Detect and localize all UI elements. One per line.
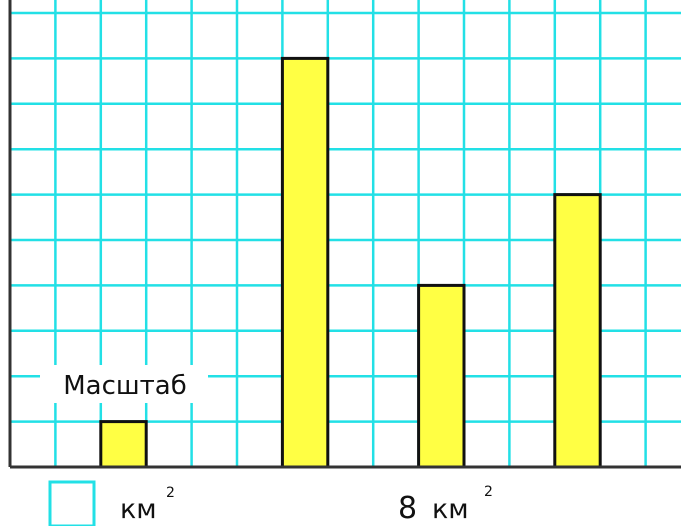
- scale-label: Масштаб: [63, 371, 187, 401]
- grid-square-icon: [48, 480, 96, 526]
- bar-1: [99, 420, 148, 469]
- bar-4: [553, 193, 602, 469]
- scale-label-background: [40, 365, 208, 403]
- bars: [99, 56, 602, 469]
- scale-value: 8: [398, 491, 417, 526]
- legend-unit-superscript: 2: [166, 485, 175, 501]
- scale-unit-superscript: 2: [484, 484, 493, 500]
- scale-unit-text: км: [432, 494, 469, 525]
- legend-unit-text: км: [120, 494, 157, 525]
- bar-2: [280, 56, 330, 469]
- bar-3: [417, 283, 466, 469]
